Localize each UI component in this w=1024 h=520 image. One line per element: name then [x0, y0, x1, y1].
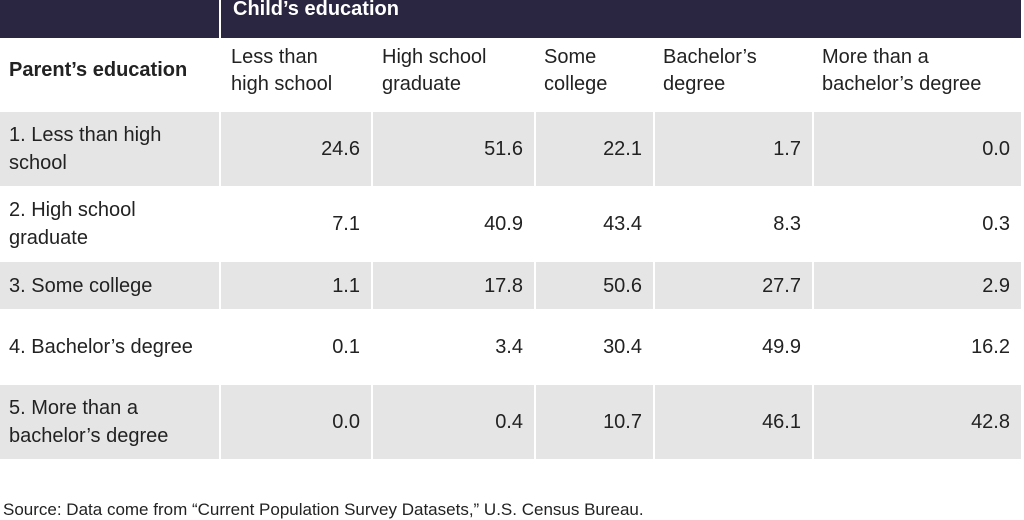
table-cell: 51.6 [373, 112, 534, 186]
row-label: 1. Less than high school [0, 112, 219, 186]
table-row: 2. High school graduate 7.1 40.9 43.4 8.… [0, 187, 1021, 261]
table-cell: 0.0 [221, 385, 371, 459]
row-label: 2. High school graduate [9, 199, 136, 249]
table-cell: 27.7 [655, 262, 812, 309]
table-row: 5. More than a bachelor’s degree 0.0 0.4… [0, 385, 1021, 459]
table-cell: 40.9 [484, 213, 523, 235]
row-label: 4. Bachelor’s degree [9, 336, 193, 358]
column-header: More than a bachelor’s degree [822, 46, 982, 95]
table-cell: 22.1 [536, 112, 653, 186]
table-row: 1. Less than high school 24.6 51.6 22.1 … [0, 112, 1021, 186]
table-cell: 17.8 [373, 262, 534, 309]
column-header: High school graduate [382, 46, 487, 95]
table-row: 3. Some college 1.1 17.8 50.6 27.7 2.9 [0, 262, 1021, 309]
table-cell: 30.4 [603, 336, 642, 358]
table-cell: 0.1 [332, 336, 360, 358]
group-header-band: Child’s education [0, 0, 1021, 38]
table-cell: 42.8 [814, 385, 1021, 459]
table-row: 4. Bachelor’s degree 0.1 3.4 30.4 49.9 1… [0, 310, 1021, 384]
table-cell: 1.1 [221, 262, 371, 309]
table-cell: 0.4 [373, 385, 534, 459]
column-divider [219, 0, 221, 38]
table-cell: 43.4 [603, 213, 642, 235]
source-note: Source: Data come from “Current Populati… [3, 500, 644, 519]
table-cell: 46.1 [655, 385, 812, 459]
column-header: Less than high school [231, 46, 333, 95]
table-cell: 16.2 [971, 336, 1010, 358]
table-cell: 2.9 [814, 262, 1021, 309]
table-cell: 3.4 [495, 336, 523, 358]
table-cell: 0.0 [814, 112, 1021, 186]
table-cell: 10.7 [536, 385, 653, 459]
table-cell: 1.7 [655, 112, 812, 186]
table-cell: 8.3 [773, 213, 801, 235]
column-header: Bachelor’s degree [663, 46, 757, 95]
table-cell: 7.1 [332, 213, 360, 235]
table-cell: 24.6 [221, 112, 371, 186]
column-header-row: Parent’s education Less than high school … [0, 38, 1021, 112]
table-cell: 0.3 [982, 213, 1010, 235]
group-header-title: Child’s education [233, 0, 399, 20]
row-label: 5. More than a bachelor’s degree [0, 385, 219, 459]
table-cell: 49.9 [762, 336, 801, 358]
row-header-label: Parent’s education [9, 59, 188, 81]
column-header: Some college [544, 46, 608, 95]
table-cell: 50.6 [536, 262, 653, 309]
row-label: 3. Some college [0, 262, 219, 309]
